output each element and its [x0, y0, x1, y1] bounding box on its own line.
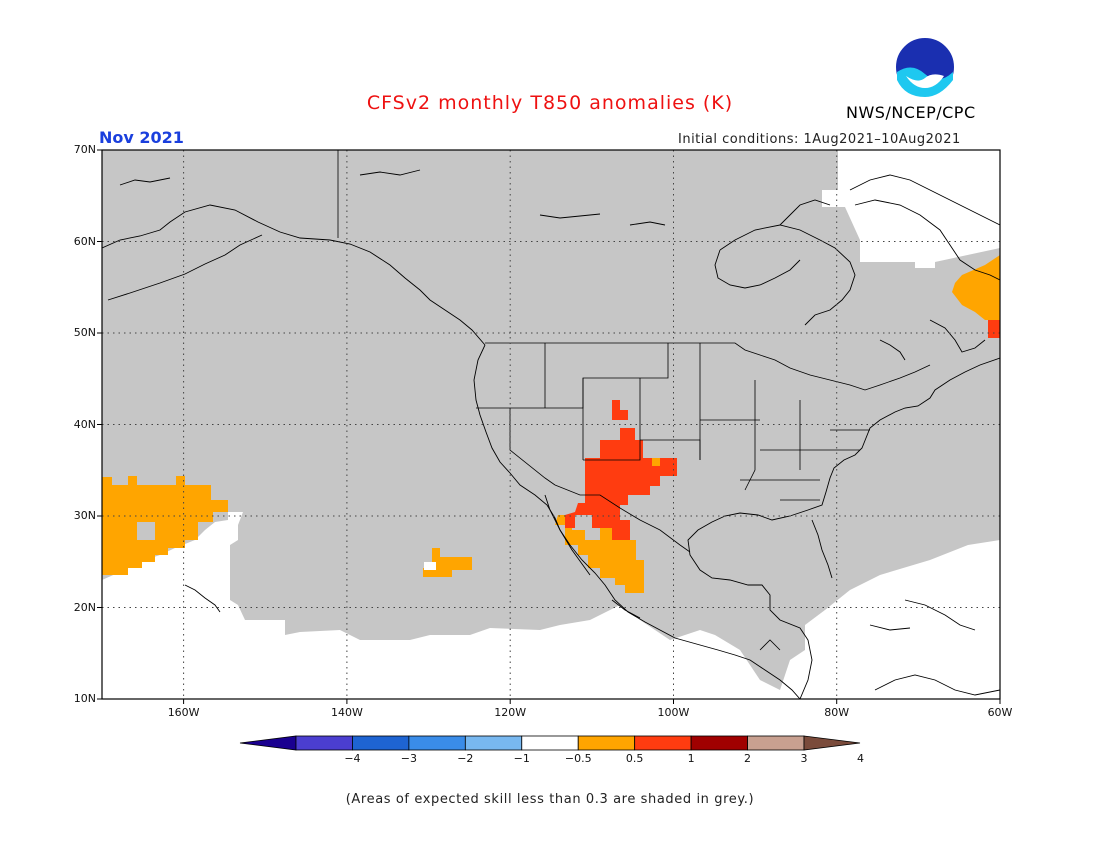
anomaly-1-to-2-regions: [565, 320, 1000, 540]
skill-footnote: (Areas of expected skill less than 0.3 a…: [345, 792, 755, 807]
colorbar-low-end: [239, 735, 297, 751]
colorbar-swatch-8: [747, 735, 805, 751]
lat-label-30N: 30N: [73, 509, 96, 522]
orange-spot: [652, 458, 660, 466]
lat-label-50N: 50N: [73, 326, 96, 339]
low-skill-grey-region: [102, 150, 1000, 690]
colorbar-swatch-3: [464, 735, 523, 751]
colorbar-label-2: −2: [457, 752, 474, 765]
colorbar-swatch-5: [577, 735, 636, 751]
political-boundaries: [337, 150, 931, 651]
colorbar-label-7: 2: [744, 752, 752, 765]
grey-notch: [137, 522, 155, 540]
initial-conditions: Initial conditions: 1Aug2021–10Aug2021: [678, 132, 961, 147]
white-notch: [424, 562, 436, 570]
lon-label-100W: 100W: [657, 706, 690, 719]
colorbar-swatch-7: [690, 735, 748, 751]
colorbar-label-3: −1: [513, 752, 530, 765]
lon-label-80W: 80W: [824, 706, 850, 719]
colorbar-swatch-4: [521, 735, 579, 751]
colorbar-label-6: 1: [687, 752, 695, 765]
map-title: CFSv2 monthly T850 anomalies (K): [366, 92, 734, 114]
lon-label-140W: 140W: [330, 706, 363, 719]
lat-label-70N: 70N: [73, 143, 96, 156]
lat-label-20N: 20N: [73, 600, 96, 614]
lon-label-160W: 160W: [167, 706, 200, 719]
colorbar-high-end: [803, 735, 861, 751]
colorbar-label-1: −3: [400, 752, 417, 765]
lon-label-60W: 60W: [987, 706, 1013, 719]
colorbar-swatch-1: [352, 735, 410, 751]
lat-label-40N: 40N: [73, 417, 96, 431]
map-field: [102, 150, 1000, 699]
colorbar-swatch-0: [295, 735, 353, 751]
anomaly-0.5-to-1-regions: [102, 255, 1000, 593]
lon-label-120W: 120W: [494, 706, 527, 719]
axis-ticks: [97, 149, 1001, 704]
agency-label: NWS/NCEP/CPC: [846, 103, 976, 122]
colorbar: [239, 735, 861, 751]
forecast-month: Nov 2021: [99, 128, 184, 147]
colorbar-swatch-2: [408, 735, 466, 751]
colorbar-label-9: 4: [856, 752, 864, 765]
coastlines: [102, 169, 1000, 699]
graticule: [102, 150, 1000, 699]
noaa-logo: [894, 36, 956, 98]
colorbar-label-8: 3: [800, 752, 808, 765]
lat-label-10N: 10N: [73, 692, 96, 705]
colorbar-label-5: 0.5: [625, 752, 644, 765]
colorbar-label-4: −0.5: [564, 752, 592, 765]
lat-label-60N: 60N: [73, 234, 96, 248]
colorbar-label-0: −4: [344, 752, 361, 765]
colorbar-swatch-6: [634, 735, 692, 751]
